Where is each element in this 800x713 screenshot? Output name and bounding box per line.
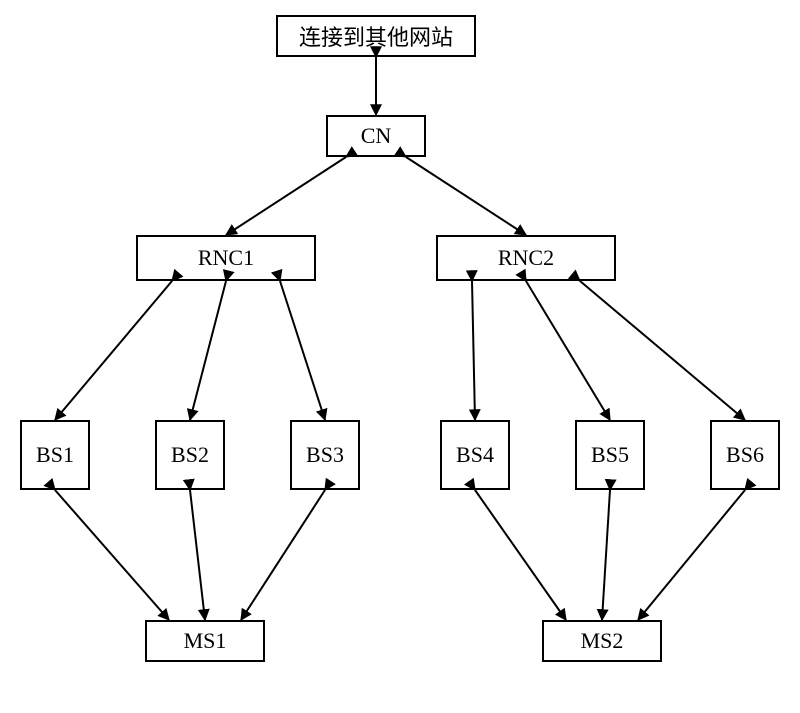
node-label-bs3: BS3	[306, 442, 344, 468]
edge-bs5-ms2	[602, 490, 610, 620]
node-bs1: BS1	[20, 420, 90, 490]
edge-rnc1-bs2	[190, 281, 226, 420]
edge-cn-rnc2	[406, 157, 526, 235]
node-rnc2: RNC2	[436, 235, 616, 281]
node-label-bs6: BS6	[726, 442, 764, 468]
node-label-bs4: BS4	[456, 442, 494, 468]
node-label-rnc1: RNC1	[198, 245, 254, 271]
node-label-ms2: MS2	[581, 628, 624, 654]
edge-bs6-ms2	[638, 490, 745, 620]
node-label-bs2: BS2	[171, 442, 209, 468]
node-bs3: BS3	[290, 420, 360, 490]
edge-bs2-ms1	[190, 490, 205, 620]
edge-rnc1-bs3	[280, 281, 325, 420]
node-bs2: BS2	[155, 420, 225, 490]
edge-bs4-ms2	[475, 490, 566, 620]
node-label-bs1: BS1	[36, 442, 74, 468]
node-label-ms1: MS1	[184, 628, 227, 654]
node-label-top: 连接到其他网站	[299, 20, 453, 52]
edge-rnc2-bs6	[580, 281, 745, 420]
edge-bs1-ms1	[55, 490, 169, 620]
node-bs4: BS4	[440, 420, 510, 490]
node-rnc1: RNC1	[136, 235, 316, 281]
edge-rnc2-bs4	[472, 281, 475, 420]
edge-rnc2-bs5	[526, 281, 610, 420]
edge-bs3-ms1	[241, 490, 325, 620]
node-ms1: MS1	[145, 620, 265, 662]
node-top: 连接到其他网站	[276, 15, 476, 57]
edge-rnc1-bs1	[55, 281, 172, 420]
node-label-rnc2: RNC2	[498, 245, 554, 271]
edge-cn-rnc1	[226, 157, 346, 235]
node-cn: CN	[326, 115, 426, 157]
node-label-bs5: BS5	[591, 442, 629, 468]
node-ms2: MS2	[542, 620, 662, 662]
node-bs5: BS5	[575, 420, 645, 490]
node-label-cn: CN	[361, 123, 392, 149]
node-bs6: BS6	[710, 420, 780, 490]
diagram-edges	[0, 0, 800, 713]
